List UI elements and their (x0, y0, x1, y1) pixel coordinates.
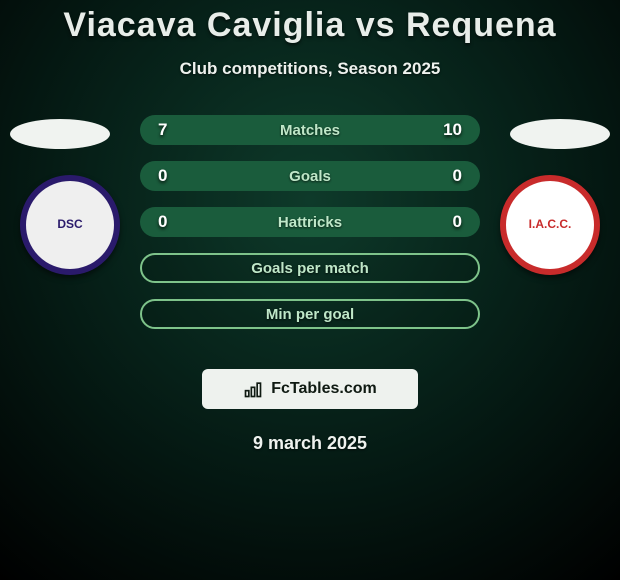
brand-text: FcTables.com (271, 380, 377, 398)
stat-label: Hattricks (278, 214, 342, 231)
stat-pill: Matches 7 10 (140, 115, 480, 145)
stat-right-value: 10 (443, 120, 462, 140)
comparison-arena: DSC I.A.C.C. Matches 7 10 Goals 0 0 Hattricks 0… (0, 115, 620, 345)
stat-label: Goals (289, 168, 331, 185)
player-placeholder-right (510, 119, 610, 149)
player-placeholder-left (10, 119, 110, 149)
stat-pills: Matches 7 10 Goals 0 0 Hattricks 0 0 Goals per ma… (140, 115, 480, 329)
stat-left-value: 0 (158, 166, 167, 186)
stat-right-value: 0 (453, 166, 462, 186)
stat-label: Matches (280, 122, 340, 139)
stat-left-value: 7 (158, 120, 167, 140)
stat-label: Min per goal (266, 306, 354, 323)
subtitle: Club competitions, Season 2025 (0, 59, 620, 79)
stat-pill: Min per goal (140, 299, 480, 329)
stat-right-value: 0 (453, 212, 462, 232)
date: 9 march 2025 (0, 433, 620, 454)
chart-icon (243, 379, 263, 399)
club-badge-left: DSC (20, 175, 120, 275)
page-title: Viacava Caviglia vs Requena (0, 0, 620, 45)
stat-pill: Hattricks 0 0 (140, 207, 480, 237)
stat-label: Goals per match (251, 260, 369, 277)
stat-left-value: 0 (158, 212, 167, 232)
stat-pill: Goals per match (140, 253, 480, 283)
brand-badge: FcTables.com (202, 369, 418, 409)
club-badge-left-label: DSC (57, 218, 82, 231)
club-badge-right: I.A.C.C. (500, 175, 600, 275)
stat-pill: Goals 0 0 (140, 161, 480, 191)
club-badge-right-label: I.A.C.C. (529, 218, 572, 231)
